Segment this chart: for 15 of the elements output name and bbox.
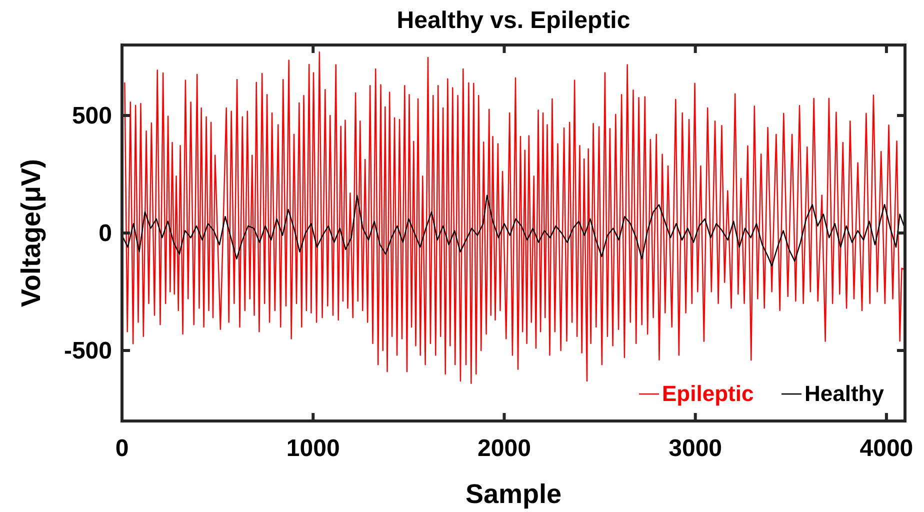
y-tick-label: 500 (72, 102, 112, 130)
x-tick-label: 4000 (860, 435, 914, 462)
chart-title: Healthy vs. Epileptic (396, 7, 630, 34)
x-tick-label: 3000 (668, 435, 722, 462)
line-series (124, 51, 905, 384)
y-tick-label: -500 (64, 338, 112, 364)
legend-label: Healthy (804, 381, 885, 406)
x-tick-label: 0 (115, 435, 129, 462)
x-tick-label: 1000 (286, 435, 340, 462)
y-axis-title: Voltage(μV) (16, 158, 46, 308)
legend-label: Epileptic (662, 381, 754, 406)
line-series (122, 194, 905, 266)
y-tick-label: 0 (98, 220, 112, 247)
x-axis-title: Sample (465, 479, 562, 509)
x-tick-label: 2000 (478, 435, 531, 462)
